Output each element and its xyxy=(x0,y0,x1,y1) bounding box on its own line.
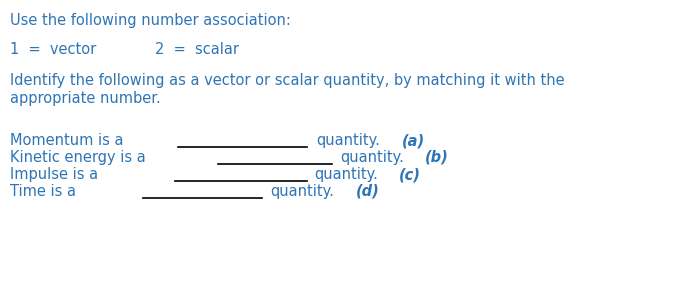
Text: quantity.: quantity. xyxy=(316,133,380,148)
Text: (c): (c) xyxy=(399,167,421,182)
Text: (b): (b) xyxy=(425,150,449,165)
Text: Impulse is a: Impulse is a xyxy=(10,167,98,182)
Text: 2  =  scalar: 2 = scalar xyxy=(155,42,239,57)
Text: (a): (a) xyxy=(402,133,425,148)
Text: Kinetic energy is a: Kinetic energy is a xyxy=(10,150,146,165)
Text: Time is a: Time is a xyxy=(10,184,76,199)
Text: Identify the following as a vector or scalar quantity, by matching it with the: Identify the following as a vector or sc… xyxy=(10,73,565,88)
Text: quantity.: quantity. xyxy=(270,184,334,199)
Text: Use the following number association:: Use the following number association: xyxy=(10,13,291,28)
Text: 1  =  vector: 1 = vector xyxy=(10,42,96,57)
Text: quantity.: quantity. xyxy=(340,150,404,165)
Text: (d): (d) xyxy=(356,184,380,199)
Text: appropriate number.: appropriate number. xyxy=(10,91,161,106)
Text: Momentum is a: Momentum is a xyxy=(10,133,124,148)
Text: quantity.: quantity. xyxy=(314,167,378,182)
